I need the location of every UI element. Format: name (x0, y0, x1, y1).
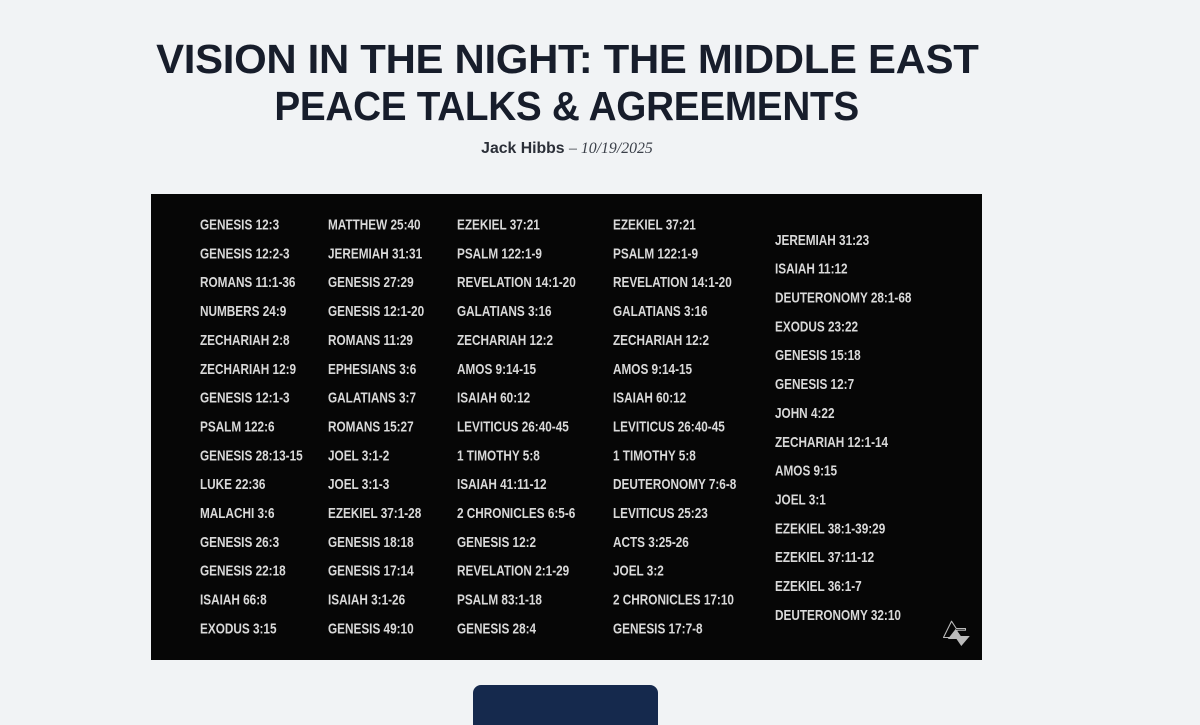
svg-text:GALATIANS 3:16: GALATIANS 3:16 (613, 303, 708, 320)
svg-text:2 CHRONICLES 17:10: 2 CHRONICLES 17:10 (613, 591, 734, 608)
svg-text:GENESIS 18:18: GENESIS 18:18 (328, 533, 414, 550)
svg-text:1 TIMOTHY 5:8: 1 TIMOTHY 5:8 (457, 447, 540, 464)
svg-text:ROMANS 15:27: ROMANS 15:27 (328, 418, 414, 435)
svg-text:1 TIMOTHY 5:8: 1 TIMOTHY 5:8 (613, 447, 696, 464)
svg-text:ROMANS 11:1-36: ROMANS 11:1-36 (200, 274, 296, 291)
svg-text:EXODUS 23:22: EXODUS 23:22 (775, 318, 858, 335)
svg-text:ROMANS 11:29: ROMANS 11:29 (328, 331, 413, 348)
svg-text:GENESIS 22:18: GENESIS 22:18 (200, 562, 286, 579)
svg-text:GALATIANS 3:16: GALATIANS 3:16 (457, 303, 552, 320)
svg-text:GENESIS 28:13-15: GENESIS 28:13-15 (200, 447, 303, 464)
svg-text:EZEKIEL 37:11-12: EZEKIEL 37:11-12 (775, 549, 875, 566)
svg-text:GENESIS 26:3: GENESIS 26:3 (200, 533, 279, 550)
svg-text:GENESIS 49:10: GENESIS 49:10 (328, 620, 414, 637)
svg-text:JEREMIAH 31:31: JEREMIAH 31:31 (328, 245, 423, 262)
svg-text:ISAIAH 3:1-26: ISAIAH 3:1-26 (328, 591, 406, 608)
svg-text:GENESIS 28:4: GENESIS 28:4 (457, 620, 536, 637)
svg-text:JOEL 3:1: JOEL 3:1 (775, 491, 826, 508)
svg-text:AMOS 9:14-15: AMOS 9:14-15 (457, 360, 536, 377)
svg-text:DEUTERONOMY 28:1-68: DEUTERONOMY 28:1-68 (775, 289, 912, 306)
svg-text:EZEKIEL 37:21: EZEKIEL 37:21 (457, 216, 540, 233)
svg-text:EPHESIANS 3:6: EPHESIANS 3:6 (328, 360, 417, 377)
svg-text:JEREMIAH 31:23: JEREMIAH 31:23 (775, 231, 870, 248)
svg-text:2 CHRONICLES 6:5-6: 2 CHRONICLES 6:5-6 (457, 505, 576, 522)
svg-text:JOHN 4:22: JOHN 4:22 (775, 404, 835, 421)
svg-text:GENESIS 12:7: GENESIS 12:7 (775, 376, 854, 393)
svg-text:EZEKIEL 37:1-28: EZEKIEL 37:1-28 (328, 505, 422, 522)
svg-text:ISAIAH 66:8: ISAIAH 66:8 (200, 591, 267, 608)
svg-text:DEUTERONOMY 7:6-8: DEUTERONOMY 7:6-8 (613, 476, 737, 493)
svg-text:PSALM 122:1-9: PSALM 122:1-9 (457, 245, 542, 262)
svg-text:LEVITICUS 26:40-45: LEVITICUS 26:40-45 (613, 418, 725, 435)
svg-text:GALATIANS 3:7: GALATIANS 3:7 (328, 389, 416, 406)
svg-text:EZEKIEL 37:21: EZEKIEL 37:21 (613, 216, 696, 233)
svg-text:REVELATION 2:1-29: REVELATION 2:1-29 (457, 562, 570, 579)
svg-text:GENESIS 12:3: GENESIS 12:3 (200, 216, 279, 233)
svg-text:MALACHI 3:6: MALACHI 3:6 (200, 505, 275, 522)
svg-text:GENESIS 17:7-8: GENESIS 17:7-8 (613, 620, 703, 637)
svg-text:ISAIAH 11:12: ISAIAH 11:12 (775, 260, 848, 277)
svg-text:LUKE 22:36: LUKE 22:36 (200, 476, 266, 493)
svg-text:PSALM 122:1-9: PSALM 122:1-9 (613, 245, 698, 262)
svg-text:LEVITICUS 26:40-45: LEVITICUS 26:40-45 (457, 418, 569, 435)
svg-text:GENESIS 17:14: GENESIS 17:14 (328, 562, 414, 579)
svg-text:ZECHARIAH 12:9: ZECHARIAH 12:9 (200, 360, 296, 377)
svg-text:ZECHARIAH 2:8: ZECHARIAH 2:8 (200, 331, 290, 348)
svg-text:AMOS 9:14-15: AMOS 9:14-15 (613, 360, 692, 377)
svg-text:GENESIS 12:2-3: GENESIS 12:2-3 (200, 245, 290, 262)
svg-text:JOEL 3:1-2: JOEL 3:1-2 (328, 447, 390, 464)
svg-text:GENESIS 12:1-3: GENESIS 12:1-3 (200, 389, 290, 406)
svg-text:NUMBERS 24:9: NUMBERS 24:9 (200, 303, 287, 320)
svg-text:ZECHARIAH 12:2: ZECHARIAH 12:2 (613, 331, 709, 348)
svg-text:ACTS 3:25-26: ACTS 3:25-26 (613, 533, 689, 550)
svg-text:ZECHARIAH 12:1-14: ZECHARIAH 12:1-14 (775, 433, 888, 450)
svg-text:GENESIS 12:2: GENESIS 12:2 (457, 533, 536, 550)
svg-text:AMOS 9:15: AMOS 9:15 (775, 462, 837, 479)
svg-text:ISAIAH 41:11-12: ISAIAH 41:11-12 (457, 476, 547, 493)
svg-text:MATTHEW 25:40: MATTHEW 25:40 (328, 216, 421, 233)
svg-text:REVELATION 14:1-20: REVELATION 14:1-20 (457, 274, 576, 291)
svg-text:GENESIS 27:29: GENESIS 27:29 (328, 274, 414, 291)
svg-text:EZEKIEL 38:1-39:29: EZEKIEL 38:1-39:29 (775, 520, 886, 537)
svg-text:GENESIS 15:18: GENESIS 15:18 (775, 347, 861, 364)
svg-text:REVELATION 14:1-20: REVELATION 14:1-20 (613, 274, 732, 291)
svg-text:DEUTERONOMY 32:10: DEUTERONOMY 32:10 (775, 606, 901, 623)
svg-text:ISAIAH 60:12: ISAIAH 60:12 (457, 389, 531, 406)
svg-text:ZECHARIAH 12:2: ZECHARIAH 12:2 (457, 331, 553, 348)
svg-text:ISAIAH 60:12: ISAIAH 60:12 (613, 389, 687, 406)
svg-text:EZEKIEL 36:1-7: EZEKIEL 36:1-7 (775, 578, 862, 595)
svg-text:EXODUS 3:15: EXODUS 3:15 (200, 620, 277, 637)
svg-text:LEVITICUS 25:23: LEVITICUS 25:23 (613, 505, 708, 522)
svg-text:JOEL 3:2: JOEL 3:2 (613, 562, 664, 579)
svg-text:PSALM 122:6: PSALM 122:6 (200, 418, 275, 435)
svg-text:JOEL 3:1-3: JOEL 3:1-3 (328, 476, 390, 493)
svg-text:GENESIS 12:1-20: GENESIS 12:1-20 (328, 303, 424, 320)
svg-text:PSALM 83:1-18: PSALM 83:1-18 (457, 591, 542, 608)
